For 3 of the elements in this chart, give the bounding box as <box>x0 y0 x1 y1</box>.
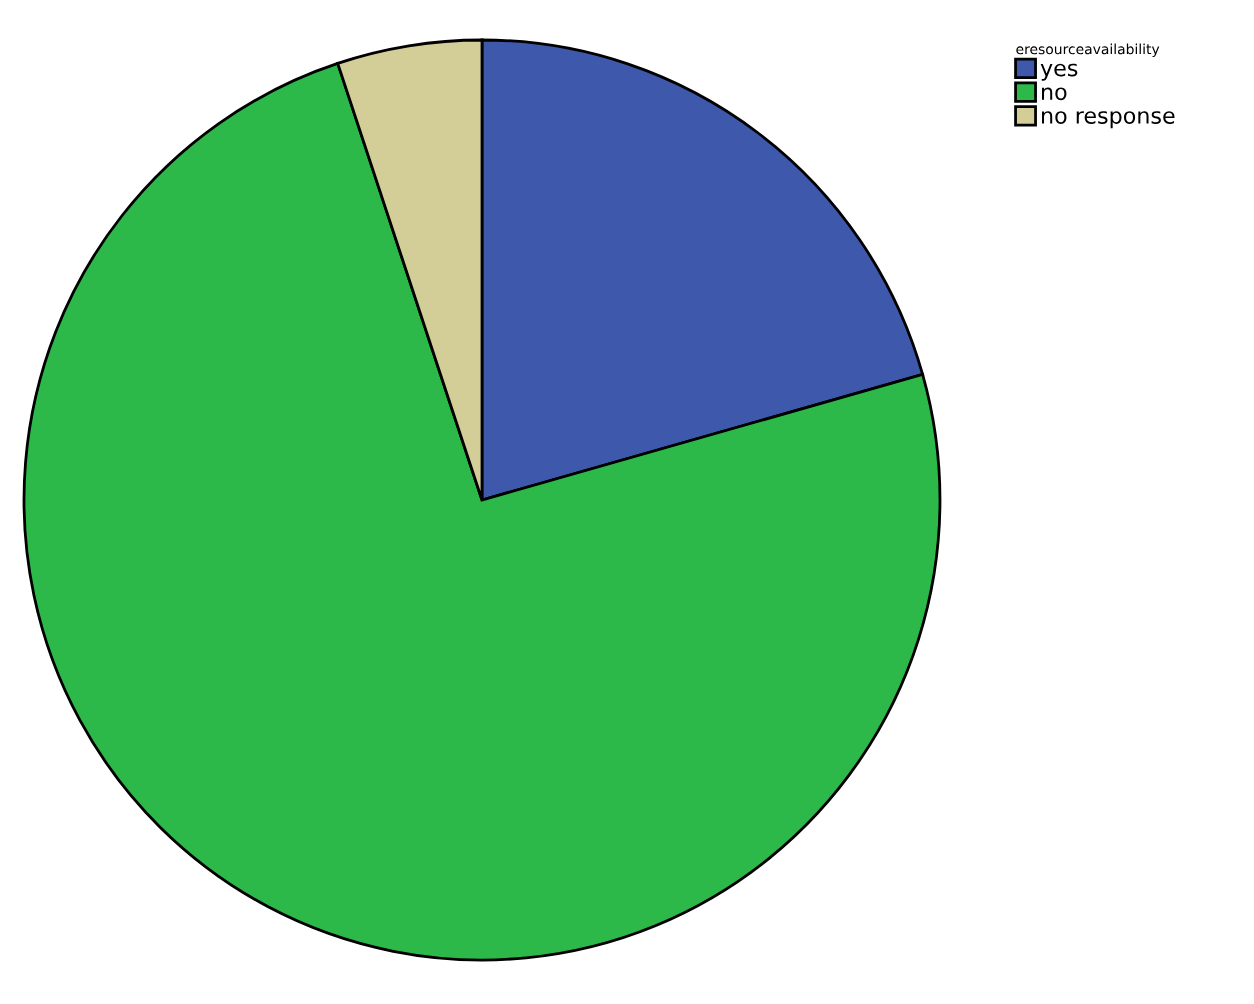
legend-label: no response <box>1042 111 1175 129</box>
legend-label: no <box>1042 87 1067 101</box>
legend-label: yes <box>1040 63 1078 81</box>
